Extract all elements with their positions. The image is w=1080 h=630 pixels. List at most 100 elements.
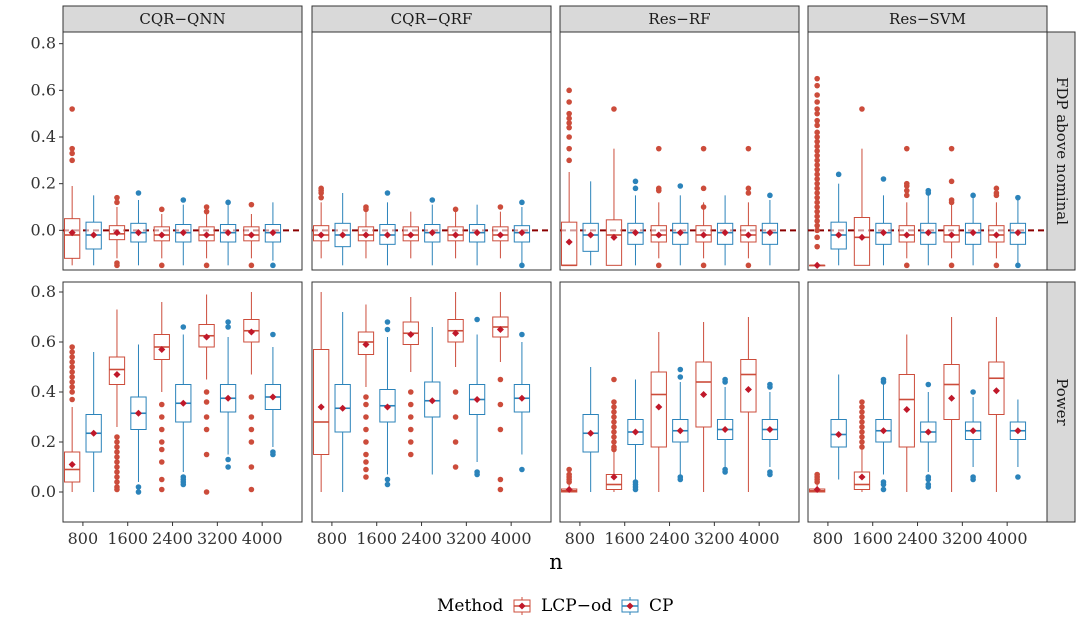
outlier-point: [566, 157, 572, 164]
mean-marker: [473, 229, 481, 237]
box-cp-1600: [379, 190, 396, 266]
mean-marker: [269, 229, 277, 237]
mean-marker: [383, 403, 392, 411]
outlier-point: [632, 178, 639, 185]
outlier-point: [566, 466, 572, 473]
outlier-point: [814, 162, 820, 168]
column-strip-label-cqr-qnn: CQR−QNN: [139, 10, 225, 28]
panel-power-cqr-qrf: [311, 281, 552, 523]
box-cp-1600: [875, 376, 892, 493]
outlier-point: [407, 451, 414, 458]
outlier-point: [814, 117, 820, 124]
outlier-point: [745, 190, 752, 196]
outlier-point: [814, 171, 820, 178]
x-tick-label-3200: 3200: [446, 529, 487, 548]
outlier-point: [948, 145, 955, 152]
box-lcp-od-2400: [402, 211, 419, 259]
mean-marker: [992, 231, 1000, 239]
box-cp-4000: [264, 331, 282, 458]
outlier-point: [948, 262, 955, 269]
mean-marker: [655, 231, 663, 239]
mean-marker: [1014, 427, 1022, 435]
mean-marker: [610, 473, 618, 481]
mean-marker: [247, 328, 255, 336]
outlier-point: [566, 124, 572, 131]
outlier-point: [566, 120, 572, 126]
outlier-point: [903, 192, 910, 199]
mean-marker: [813, 485, 821, 494]
mean-marker: [587, 429, 595, 437]
outlier-point: [814, 194, 820, 201]
legend-title: Method: [437, 596, 503, 616]
outlier-point: [859, 444, 865, 450]
x-tick-label-800: 800: [565, 529, 596, 548]
box-lcp-od-4000: [740, 317, 757, 492]
panel-fdp-above-nominal-res-svm: [807, 31, 1048, 271]
box-cp-2400: [672, 183, 689, 266]
outlier-point: [880, 481, 887, 488]
outlier-point: [925, 190, 932, 196]
panel-power-res-rf: [559, 281, 800, 523]
outlier-point: [814, 204, 820, 210]
box-cp-800: [334, 193, 351, 266]
box-lcp-od-1600: [357, 204, 375, 259]
outlier-point: [363, 401, 369, 408]
outlier-point: [814, 243, 820, 250]
outlier-point: [158, 414, 165, 420]
outlier-point: [363, 414, 369, 420]
outlier-point: [452, 389, 459, 395]
box-cp-3200: [964, 389, 982, 483]
box-cp-3200: [468, 316, 486, 478]
outlier-point: [407, 439, 414, 445]
outlier-point: [970, 389, 976, 395]
outlier-point: [566, 99, 572, 105]
outlier-point: [814, 185, 820, 192]
box-lcp-od-1600: [605, 106, 623, 266]
box-cp-2400: [424, 197, 441, 266]
box-lcp-od-1600: [357, 304, 375, 480]
outlier-point: [880, 379, 887, 385]
mean-marker: [924, 428, 932, 436]
outlier-point: [69, 374, 75, 380]
mean-marker: [565, 485, 573, 494]
outlier-point: [814, 152, 820, 159]
legend: Method LCP−od CP: [437, 596, 673, 616]
mean-marker: [362, 340, 370, 349]
box-cp-3200: [716, 195, 734, 266]
outlier-point: [69, 145, 75, 152]
y-tick-label: 0.2: [31, 174, 56, 193]
mean-marker: [744, 385, 752, 394]
mean-marker: [700, 390, 708, 399]
outlier-point: [363, 426, 369, 433]
outlier-point: [814, 129, 820, 136]
mean-marker: [362, 231, 370, 239]
box-lcp-od-2400: [650, 332, 667, 492]
mean-marker: [858, 233, 866, 241]
x-tick-label-800: 800: [813, 529, 844, 548]
outlier-point: [69, 364, 75, 370]
outlier-point: [519, 331, 525, 338]
column-strip-label-cqr-qrf: CQR−QRF: [391, 10, 473, 28]
legend-key-lcp-od: [513, 597, 531, 615]
outlier-point: [814, 110, 820, 117]
mean-marker: [518, 394, 526, 402]
box-lcp-od-3200: [695, 322, 712, 492]
x-tick-label-4000: 4000: [987, 529, 1028, 548]
outlier-point: [248, 464, 255, 470]
outlier-point: [859, 434, 865, 440]
outlier-point: [474, 316, 480, 323]
outlier-point: [814, 99, 820, 105]
outlier-point: [655, 145, 662, 152]
mean-marker: [473, 395, 481, 404]
outlier-point: [429, 197, 436, 203]
outlier-point: [248, 486, 255, 493]
outlier-point: [700, 185, 707, 192]
outlier-point: [384, 326, 391, 333]
column-strip-res-svm: [807, 5, 1048, 33]
mean-marker: [969, 427, 977, 435]
x-tick-label-2400: 2400: [401, 529, 442, 548]
outlier-point: [745, 145, 752, 152]
box-cp-4000: [761, 192, 779, 266]
x-tick-label-3200: 3200: [694, 529, 735, 548]
box-cp-3200: [716, 376, 734, 475]
